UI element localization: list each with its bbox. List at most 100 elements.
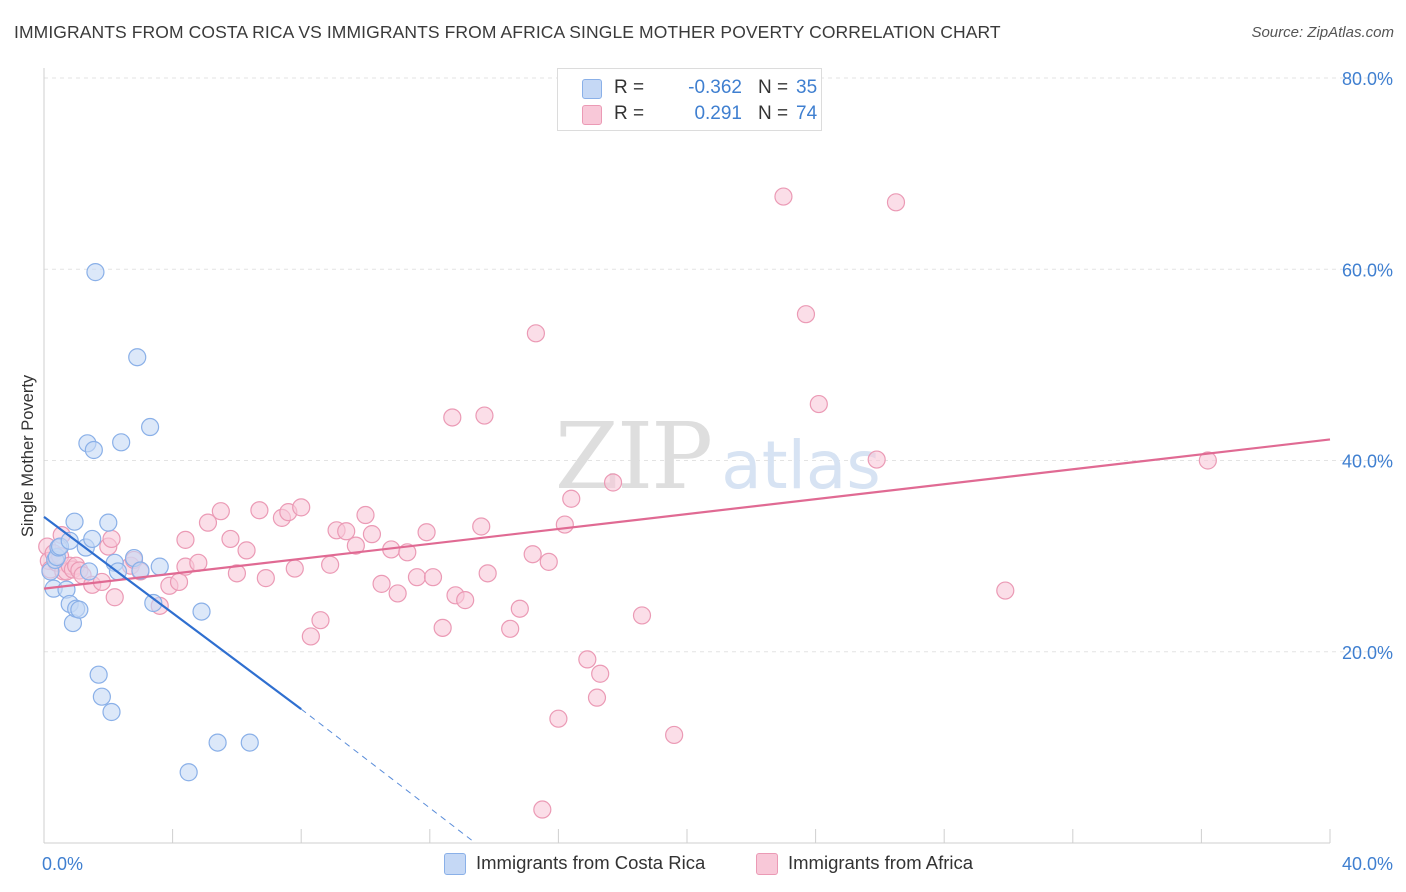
africa-point xyxy=(443,408,462,427)
costa-rica-point xyxy=(140,417,160,437)
legend-r-value: 0.291 xyxy=(694,103,742,124)
africa-point xyxy=(796,305,816,324)
africa-point xyxy=(285,559,304,578)
trend-lines xyxy=(43,438,1331,841)
costa-rica-point xyxy=(83,529,102,549)
africa-point xyxy=(189,553,208,572)
costa-rica-points xyxy=(41,263,259,782)
costa-rica-trend-extension xyxy=(300,708,472,841)
africa-point xyxy=(632,606,652,625)
legend-label: Immigrants from Costa Rica xyxy=(476,852,706,873)
africa-point xyxy=(501,619,520,638)
chart-title: IMMIGRANTS FROM COSTA RICA VS IMMIGRANTS… xyxy=(14,22,1001,42)
africa-point xyxy=(587,688,607,707)
x-tick-label-max: 40.0% xyxy=(1342,854,1393,874)
costa-rica-point xyxy=(131,561,150,580)
stats-legend: R = -0.362 N = 35 R = 0.291 N = 74 xyxy=(557,68,822,131)
africa-point xyxy=(102,529,121,549)
africa-point xyxy=(250,501,269,520)
africa-point xyxy=(407,568,427,587)
africa-point xyxy=(1198,451,1217,470)
africa-point xyxy=(337,522,356,541)
africa-point xyxy=(523,545,542,564)
africa-point xyxy=(356,505,375,525)
africa-point xyxy=(311,611,330,630)
africa-point xyxy=(526,324,545,343)
y-tick-label: 60.0% xyxy=(1342,260,1393,280)
costa-rica-point xyxy=(79,562,99,581)
africa-point xyxy=(362,525,382,544)
africa-point xyxy=(603,473,623,492)
africa-point xyxy=(237,541,256,560)
costa-rica-point xyxy=(60,531,79,550)
costa-rica-point xyxy=(150,557,169,576)
africa-point xyxy=(774,187,793,206)
legend-swatch-blue xyxy=(444,853,466,875)
africa-point xyxy=(578,650,597,669)
legend-n-value: 74 xyxy=(796,103,818,124)
africa-point xyxy=(372,574,391,593)
costa-rica-point xyxy=(179,763,198,782)
africa-point xyxy=(198,513,218,532)
africa-point xyxy=(256,569,275,588)
x-ticks xyxy=(172,829,1331,843)
africa-point xyxy=(433,618,452,637)
africa-point xyxy=(539,552,558,571)
legend-n-value: 35 xyxy=(796,77,818,98)
africa-point xyxy=(176,530,195,549)
costa-rica-point xyxy=(86,263,105,282)
africa-point xyxy=(423,568,443,587)
africa-point xyxy=(321,555,340,574)
costa-rica-point xyxy=(99,513,118,532)
legend-r-value: -0.362 xyxy=(688,77,742,98)
y-tick-labels: 20.0% 40.0% 60.0% 80.0% xyxy=(1342,69,1393,663)
africa-point xyxy=(549,709,568,728)
africa-point xyxy=(346,536,365,555)
africa-point xyxy=(533,800,552,819)
chart-source: Source: ZipAtlas.com xyxy=(1251,24,1394,41)
africa-point xyxy=(591,664,610,683)
costa-rica-point xyxy=(84,440,103,460)
africa-point xyxy=(996,581,1015,600)
costa-rica-point xyxy=(92,687,111,706)
watermark-zip: ZIP xyxy=(555,403,711,510)
africa-point xyxy=(809,394,828,414)
africa-point xyxy=(555,515,574,534)
x-tick-label-min: 0.0% xyxy=(42,854,83,874)
legend-r-label: R = xyxy=(614,103,645,124)
africa-point xyxy=(867,450,886,469)
costa-rica-point xyxy=(65,512,84,531)
watermark-atlas: atlas xyxy=(721,427,881,504)
africa-point xyxy=(301,627,320,646)
africa-point xyxy=(388,584,407,603)
legend-swatch-blue xyxy=(582,79,602,99)
costa-rica-point xyxy=(208,733,227,752)
legend-label: Immigrants from Africa xyxy=(788,852,974,873)
africa-point xyxy=(665,725,684,745)
africa-point xyxy=(211,502,230,521)
africa-point xyxy=(417,523,436,542)
legend-swatch-pink xyxy=(582,105,602,125)
y-tick-label: 80.0% xyxy=(1342,69,1393,89)
africa-point xyxy=(456,591,475,610)
africa-point xyxy=(475,406,494,425)
costa-rica-point xyxy=(144,593,163,613)
y-tick-label: 40.0% xyxy=(1342,452,1393,472)
legend-swatch-pink xyxy=(756,853,778,875)
africa-point xyxy=(472,517,491,536)
costa-rica-trend-line xyxy=(43,516,302,711)
legend-n-label: N = xyxy=(758,77,789,98)
africa-point xyxy=(105,588,124,607)
costa-rica-point xyxy=(70,600,89,619)
africa-point xyxy=(169,572,189,592)
y-axis-label: Single Mother Poverty xyxy=(19,374,37,537)
africa-point xyxy=(886,193,906,212)
africa-point xyxy=(510,599,529,618)
africa-point xyxy=(562,489,581,508)
costa-rica-point xyxy=(192,602,211,621)
africa-trend-line xyxy=(43,438,1331,590)
costa-rica-point xyxy=(89,665,108,684)
africa-point xyxy=(227,564,246,583)
africa-point xyxy=(478,564,497,583)
